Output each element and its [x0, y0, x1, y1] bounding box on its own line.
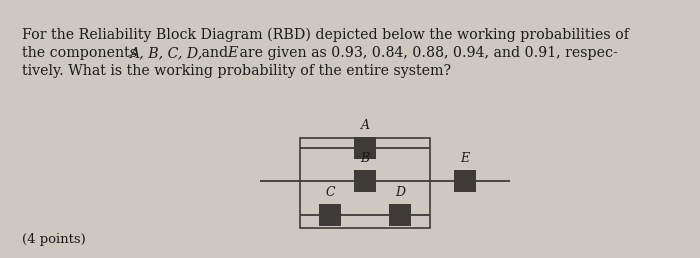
Text: C: C — [326, 186, 335, 199]
Text: A: A — [360, 119, 370, 132]
Bar — [300, 138, 430, 228]
Bar — [389, 204, 411, 226]
Bar — [354, 170, 376, 192]
Text: B: B — [360, 152, 370, 165]
Text: (4 points): (4 points) — [22, 233, 85, 246]
Text: For the Reliability Block Diagram (RBD) depicted below the working probabilities: For the Reliability Block Diagram (RBD) … — [22, 28, 629, 42]
Bar — [454, 170, 476, 192]
Text: A, B, C, D,: A, B, C, D, — [129, 46, 202, 60]
Text: and: and — [197, 46, 232, 60]
Text: tively. What is the working probability of the entire system?: tively. What is the working probability … — [22, 64, 451, 78]
Text: D: D — [395, 186, 405, 199]
Text: are given as 0.93, 0.84, 0.88, 0.94, and 0.91, respec-: are given as 0.93, 0.84, 0.88, 0.94, and… — [235, 46, 617, 60]
Text: the components: the components — [22, 46, 141, 60]
Text: E: E — [461, 152, 470, 165]
Bar — [319, 204, 341, 226]
Bar — [354, 137, 376, 159]
Text: E: E — [227, 46, 237, 60]
